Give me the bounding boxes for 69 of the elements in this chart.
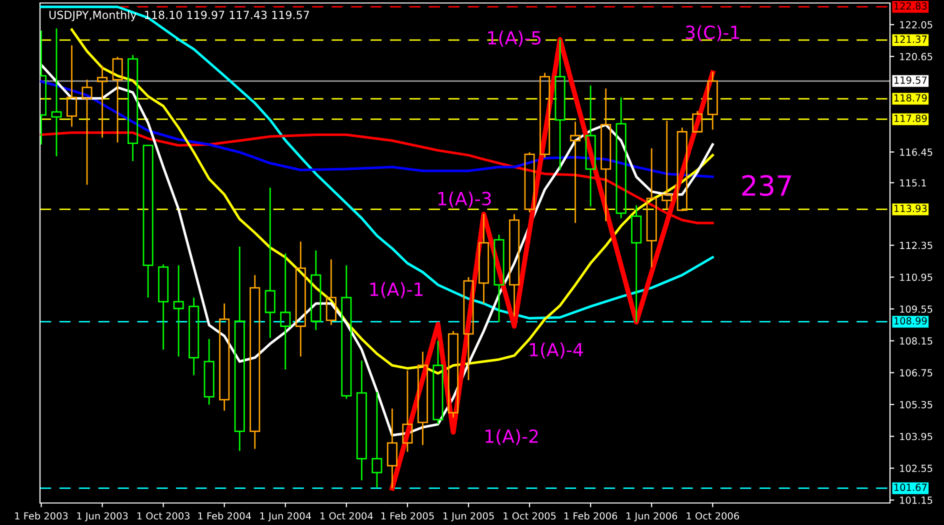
candlestick (280, 252, 291, 370)
x-tick-label: 1 Jun 2005 (443, 512, 494, 522)
x-tick-label: 1 Oct 2004 (320, 512, 373, 520)
candlestick (631, 204, 642, 323)
text: USDJPY,Monthly 118.10 119.97 117.43 119.57 (49, 10, 309, 22)
x-tick-label: 1 Feb 2005 (381, 512, 434, 520)
x-tick-label: 1 Jun 2006 (626, 512, 678, 522)
candlestick (341, 264, 352, 400)
y-tick-label: 101.15 (900, 496, 932, 504)
candlestick (264, 187, 276, 339)
candlestick (128, 54, 138, 162)
ref-line-label: 121.37 (894, 36, 927, 43)
candlestick (600, 88, 612, 222)
x-tick-label: 1 Feb 2003 (15, 512, 68, 520)
candlestick (66, 44, 78, 128)
y-tick-label: 103.95 (900, 432, 932, 440)
y-tick-label: 116.45 (900, 148, 932, 156)
candlestick (310, 250, 322, 331)
annotation: 1(A)-4 (530, 342, 583, 359)
x-tick-label: 1 Oct 2006 (686, 512, 739, 520)
candlestick (646, 148, 657, 268)
x-tick-label: 1 Feb 2006 (564, 512, 618, 520)
ref-line-label: 118.79 (894, 94, 927, 102)
candlestick (97, 65, 108, 138)
y-tick-label: 112.35 (900, 242, 932, 250)
y-tick-label: 109.55 (900, 305, 932, 313)
annotation: 237 (742, 175, 791, 196)
annotation: 1(A)-2 (486, 429, 538, 446)
candlestick (570, 121, 581, 224)
y-tick-label: 115.1 (900, 179, 926, 187)
candlestick (478, 213, 490, 304)
candlestick (372, 391, 382, 488)
candlestick (707, 71, 718, 130)
candlestick (585, 84, 596, 208)
candlestick (509, 213, 520, 317)
candlestick (219, 302, 230, 412)
x-tick-label: 1 Jun 2004 (260, 512, 311, 522)
candlestick (662, 120, 672, 210)
candlestick (51, 28, 62, 158)
ref-line-label: 122.83 (894, 2, 927, 10)
x-tick-label: 1 Feb 2004 (198, 512, 251, 520)
candlestick (295, 240, 306, 358)
ref-line-label: 113.93 (894, 204, 927, 212)
x-tick-label: 1 Oct 2005 (504, 512, 556, 520)
y-tick-label: 122.05 (900, 21, 932, 28)
candlestick (188, 296, 200, 376)
candlestick (386, 408, 398, 489)
candlestick (234, 246, 245, 452)
candlestick (204, 338, 214, 406)
candlestick (356, 360, 367, 481)
y-tick-label: 105.35 (900, 400, 932, 408)
candlestick (417, 351, 428, 446)
x-tick-label: 1 Oct 2003 (137, 512, 190, 520)
annotation: 3(C)-1 (686, 25, 740, 42)
candlestick (173, 264, 184, 358)
y-tick-label: 120.65 (900, 52, 932, 60)
ref-line-label: 117.89 (894, 114, 927, 122)
candlestick (250, 274, 260, 450)
annotation: 1(A)-1 (370, 282, 423, 298)
y-tick-label: 102.55 (900, 464, 932, 472)
ref-line-label: 101.67 (894, 484, 927, 492)
y-tick-label: 106.75 (900, 369, 932, 376)
candlestick (554, 38, 566, 171)
y-tick-label: 110.95 (900, 274, 932, 281)
x-tick-label: 1 Jun 2003 (77, 512, 128, 522)
annotation: 1(A)-3 (438, 191, 491, 208)
ref-line-label: 108.99 (894, 317, 927, 325)
y-tick-label: 108.15 (900, 337, 932, 345)
ref-line-label: 119.57 (894, 76, 927, 84)
